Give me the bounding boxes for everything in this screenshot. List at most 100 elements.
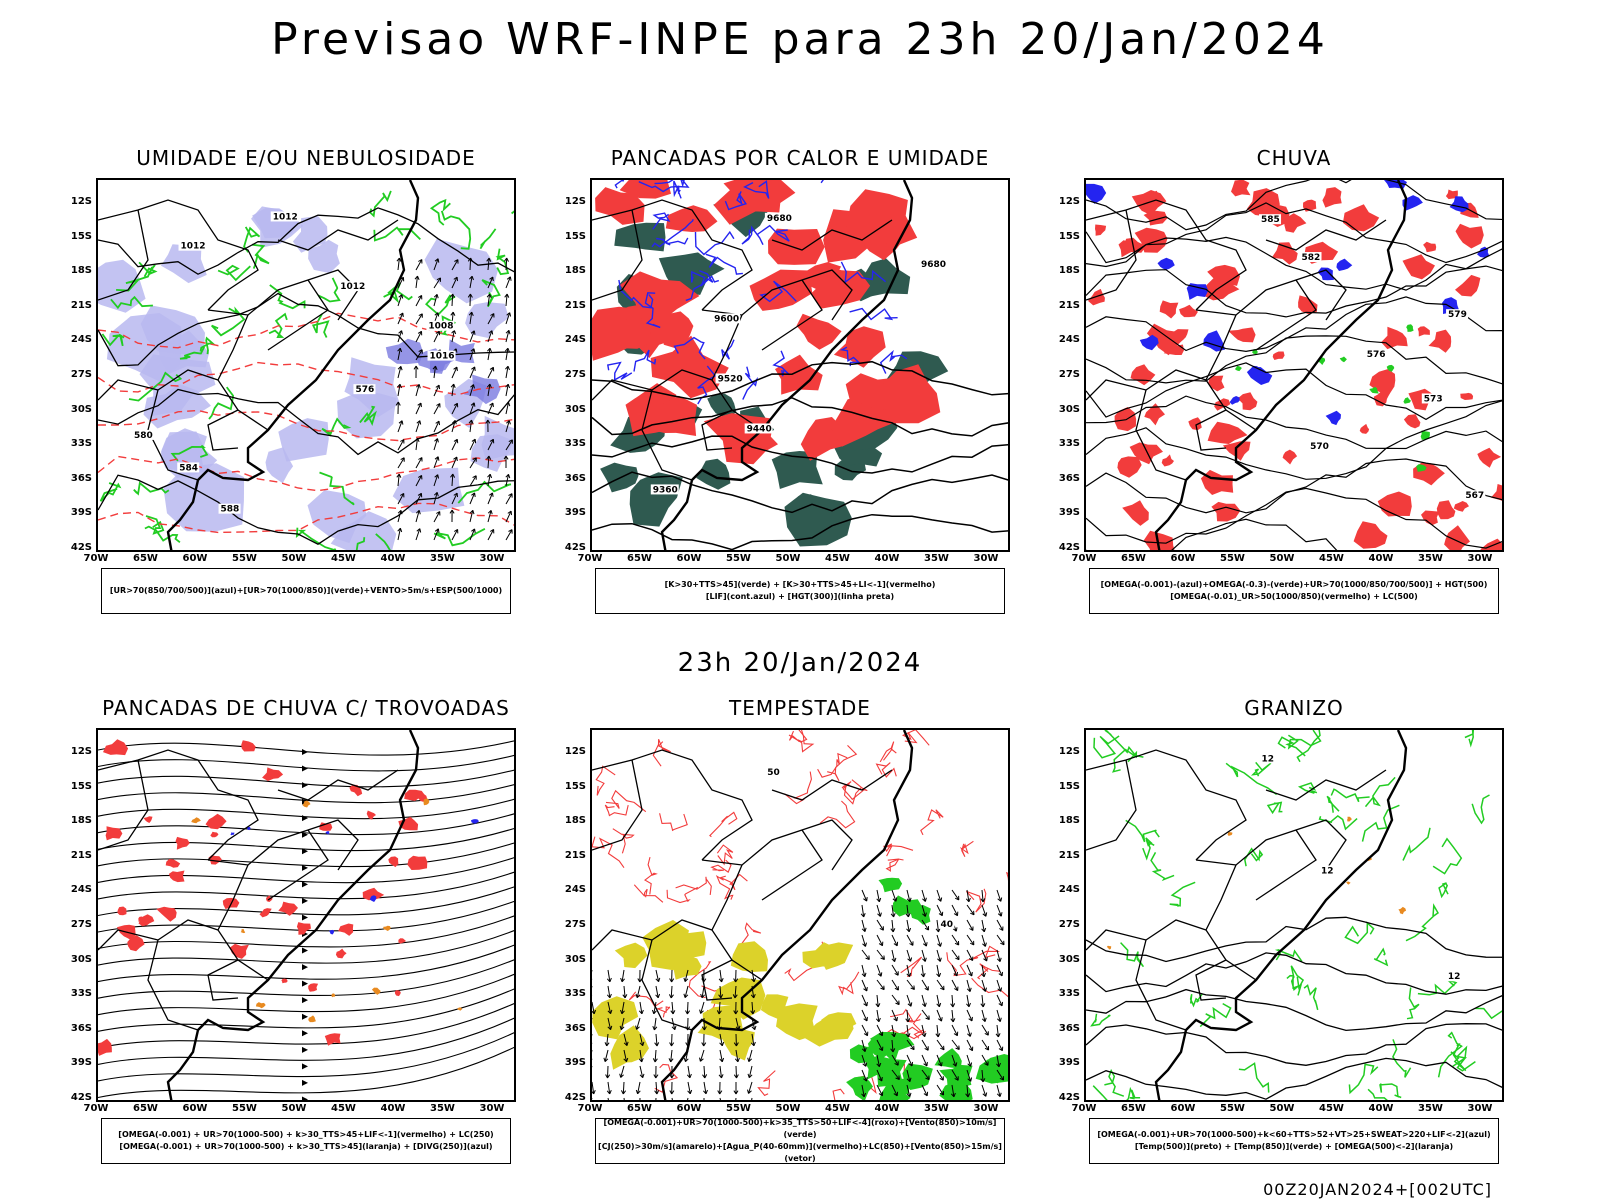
humidity-lowlevel-contours-line xyxy=(295,527,337,550)
streamlines-250hpa-arrowhead xyxy=(302,782,308,789)
thunder-li-region-area xyxy=(138,914,155,927)
wind-vectors-arrow xyxy=(505,348,509,361)
latitude-label: 42S xyxy=(564,1092,586,1103)
wind-850hpa-vectors-arrowhead xyxy=(623,1041,629,1046)
instability-lifted-index-region-area xyxy=(592,306,647,361)
longitude-label: 40W xyxy=(874,553,900,564)
wind-vectors-arrowhead xyxy=(418,259,423,264)
rain-omega-green-region-area xyxy=(1234,365,1242,372)
wind-vectors-arrow xyxy=(415,295,423,307)
wind-vectors-arrowhead xyxy=(470,402,476,407)
wind-vectors-arrowhead xyxy=(487,473,493,479)
wind-850hpa-vectors-arrowhead xyxy=(733,1074,739,1079)
wind-850hpa-vectors-east-arrow xyxy=(891,889,897,902)
run-info-footer: 00Z20JAN2024+[002UTC] xyxy=(1263,1180,1492,1199)
wind-850hpa-vectors-east-arrowhead xyxy=(954,895,960,901)
wind-850hpa-vectors-arrow xyxy=(655,969,660,982)
humidity-lowlevel-contours-line xyxy=(511,210,514,215)
wind-850hpa-vectors-east-arrow xyxy=(921,1039,929,1051)
contour-label: 9600 xyxy=(714,314,739,324)
wind-vectors-arrow xyxy=(505,330,510,343)
wind-850hpa-vectors-east-arrowhead xyxy=(937,897,943,902)
wind-vectors-arrow xyxy=(451,293,454,307)
latitude-label: 15S xyxy=(70,780,92,792)
wind-850hpa-vectors-arrow xyxy=(687,1081,691,1094)
wind-vectors-arrowhead xyxy=(508,529,513,534)
humidity-lowlevel-contours-line xyxy=(311,313,330,338)
wind-vectors-arrowhead xyxy=(434,438,439,443)
streamlines-250hpa-arrowhead xyxy=(302,831,308,838)
wind-vectors-arrow xyxy=(505,474,509,487)
humidity-lowlevel-contours-line xyxy=(481,279,501,308)
wind-850hpa-vectors-east-arrowhead xyxy=(968,1016,973,1022)
rain-omega-green-region-area xyxy=(1386,364,1395,372)
contour-label-bg xyxy=(270,211,299,222)
thunder-li-region-area xyxy=(241,740,256,752)
state-border xyxy=(98,749,259,861)
geopotential-500hpa-lines-line xyxy=(1086,518,1338,550)
wind-850hpa-vectors-arrow xyxy=(592,1081,595,1094)
wind-850hpa-vectors-arrow xyxy=(671,1097,673,1100)
wind-vectors-arrowhead xyxy=(454,259,459,264)
wind-850hpa-vectors-east-arrowhead xyxy=(966,1002,971,1008)
wind-850hpa-vectors-arrowhead xyxy=(716,1010,722,1015)
wind-850hpa-vectors-arrowhead xyxy=(750,1041,756,1047)
contour-label-bg xyxy=(938,918,955,929)
precipitable-water-contours-line xyxy=(879,741,897,763)
thunder-li-region-area xyxy=(262,767,284,781)
wind-850hpa-vectors-east-arrow xyxy=(921,1084,928,1097)
wind-vectors-arrowhead xyxy=(434,456,440,461)
wind-vectors-arrowhead xyxy=(453,528,459,534)
temperature-500hpa-lines-line xyxy=(1086,1023,1502,1066)
precipitable-water-contours-line xyxy=(817,752,848,778)
thunder-li-region-area xyxy=(296,922,311,935)
wind-vectors-arrowhead xyxy=(453,438,459,444)
coastline-and-borders xyxy=(592,730,914,1100)
humidity-lowlevel-contours-line xyxy=(433,528,486,547)
state-border xyxy=(217,864,269,981)
wind-vectors-arrowhead xyxy=(417,474,423,480)
contour-label-bg xyxy=(1446,309,1469,320)
wind-850hpa-vectors-arrowhead xyxy=(639,1041,645,1047)
wind-850hpa-vectors-east-arrow xyxy=(951,1024,958,1036)
humidity-lowlevel-contours-line xyxy=(110,295,153,310)
precipitable-water-contours-line xyxy=(889,1008,921,1023)
wind-850hpa-vectors-east-arrow xyxy=(922,1099,923,1100)
rain-humidity-region xyxy=(1088,180,1502,550)
wind-vectors-arrow xyxy=(415,475,423,487)
geopotential-500hpa-lines xyxy=(1086,180,1502,550)
wind-vectors-arrow xyxy=(505,276,511,289)
wind-vectors-arrow xyxy=(397,474,400,487)
wind-vectors-arrow xyxy=(469,475,477,487)
thunder-li-region-area xyxy=(156,906,177,922)
humidity-panel-title: UMIDADE E/OU NEBULOSIDADE xyxy=(136,146,476,170)
wind-vectors-arrow xyxy=(505,529,513,541)
lifted-index-contours-line xyxy=(606,361,633,382)
wind-850hpa-vectors-arrowhead xyxy=(718,1074,724,1079)
temperature-850hpa-contours-line xyxy=(1120,942,1145,968)
wind-vectors-arrowhead xyxy=(485,419,491,424)
wind-vectors-arrowhead xyxy=(505,473,511,479)
rain-humidity-region-area xyxy=(1129,442,1163,465)
wind-vectors-arrow xyxy=(397,420,403,433)
wind-850hpa-vectors-arrowhead xyxy=(619,1025,625,1031)
rain-omega-blue-region-area xyxy=(1229,396,1240,405)
wind-850hpa-vectors-arrow xyxy=(701,985,705,998)
longitude-label: 60W xyxy=(182,553,208,564)
wind-850hpa-vectors-east-arrowhead xyxy=(953,1031,959,1037)
wind-vectors-arrowhead xyxy=(415,384,421,389)
wind-850hpa-vectors-east-arrowhead xyxy=(984,1061,989,1066)
wind-vectors-arrow xyxy=(487,313,495,325)
temperature-850hpa-contours-line xyxy=(1326,795,1340,813)
latitude-label: 42S xyxy=(70,1092,92,1103)
humidity-lowlevel-contours-line xyxy=(457,480,512,504)
latitude-label: 30S xyxy=(70,403,92,415)
thunder-kindex-region-area xyxy=(255,1002,266,1009)
geopotential-500hpa-lines-line xyxy=(1086,296,1502,353)
jet-250hpa-region-area xyxy=(612,1034,647,1063)
wind-850hpa-vectors-arrowhead xyxy=(686,1073,692,1079)
temperature-850hpa-contours-line xyxy=(1287,730,1322,750)
wind-850hpa-vectors-east-arrowhead xyxy=(876,1062,882,1068)
streamlines-250hpa-line xyxy=(98,784,514,804)
wind-850hpa-vectors-east-arrowhead xyxy=(910,985,915,990)
